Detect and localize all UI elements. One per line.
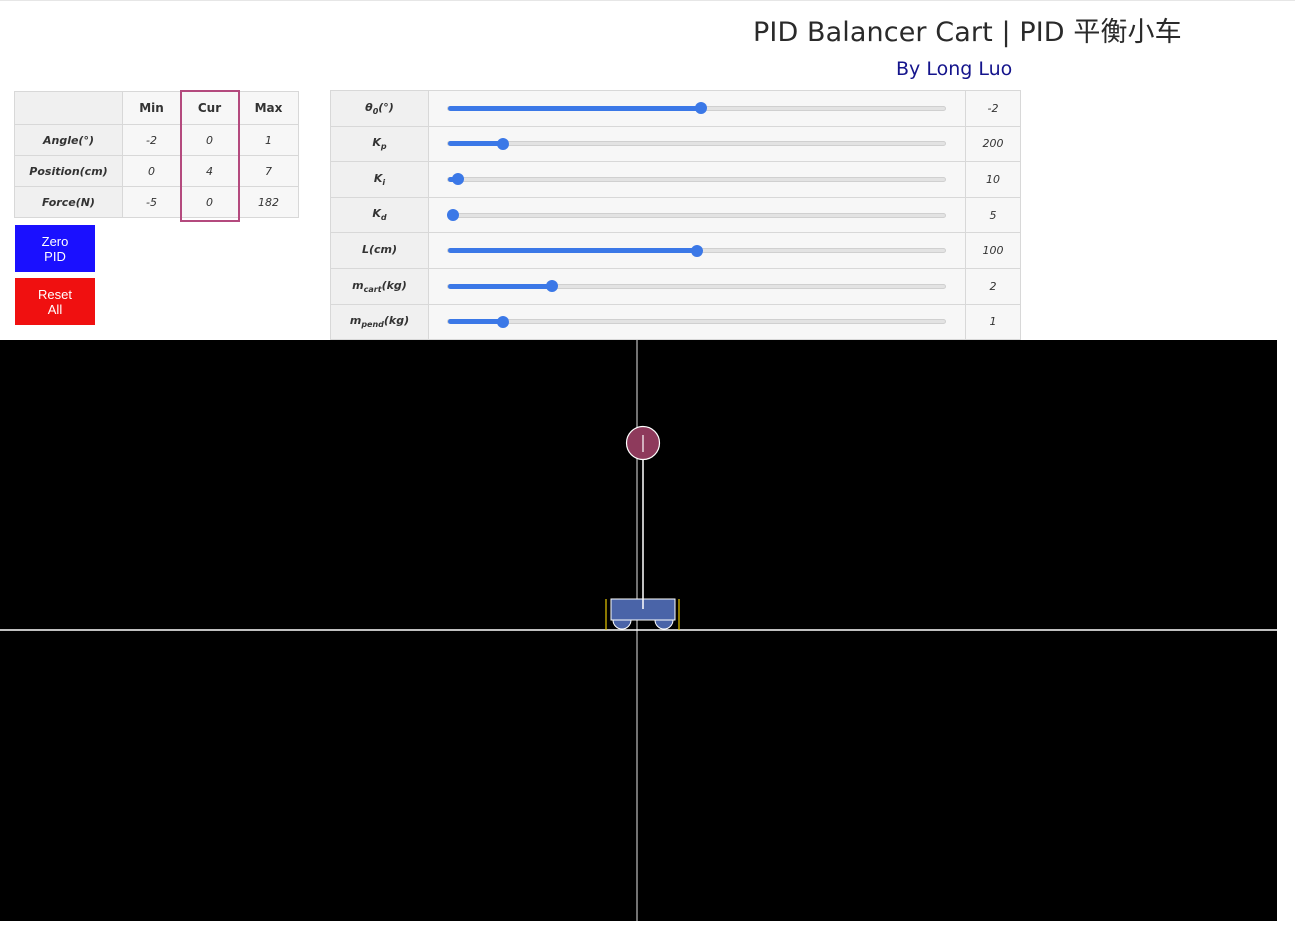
stats-row-force: Force(N) -5 0 182 <box>14 186 299 218</box>
param-value: 1 <box>965 303 1021 341</box>
param-slider-cell <box>428 232 966 269</box>
param-slider[interactable] <box>447 173 946 186</box>
stats-cur: 0 <box>180 124 239 156</box>
param-value: 200 <box>965 125 1021 163</box>
param-slider-thumb[interactable] <box>496 137 509 150</box>
stats-header-max: Max <box>238 91 299 125</box>
param-label: mcart(kg) <box>330 267 429 305</box>
param-slider[interactable] <box>447 280 946 293</box>
author-byline: By Long Luo <box>896 58 1013 80</box>
param-slider[interactable] <box>447 244 946 257</box>
param-row: mcart(kg) 2 <box>330 267 1021 305</box>
param-row: θ0(°) -2 <box>330 90 1021 127</box>
stats-row-position: Position(cm) 0 4 7 <box>14 155 299 187</box>
page-title: PID Balancer Cart | PID 平衡小车 <box>753 17 1182 48</box>
param-slider-fill <box>448 248 697 254</box>
simulation-canvas[interactable] <box>0 340 1277 921</box>
stats-max: 182 <box>238 186 299 218</box>
param-slider-cell <box>428 303 966 341</box>
param-slider-thumb[interactable] <box>451 173 464 186</box>
zero-pid-button[interactable]: Zero PID <box>15 225 95 272</box>
stats-cur: 0 <box>180 186 239 218</box>
param-label: Kp <box>330 125 429 163</box>
param-label: Kd <box>330 196 429 234</box>
stats-max: 1 <box>238 124 299 156</box>
stats-cur: 4 <box>180 155 239 187</box>
stats-row-angle: Angle(°) -2 0 1 <box>14 124 299 156</box>
param-slider-cell <box>428 267 966 305</box>
param-slider[interactable] <box>447 315 946 328</box>
param-value: 10 <box>965 161 1021 198</box>
stats-label: Position(cm) <box>14 155 123 187</box>
param-row: Kd 5 <box>330 196 1021 234</box>
params-table: θ0(°) -2 Kp 200 Ki 10 Kd 5 L(cm) 100 mcart(kg) 2 mpe… <box>330 90 1021 341</box>
param-slider-fill <box>448 141 503 147</box>
param-slider-thumb[interactable] <box>496 315 509 328</box>
param-label: mpend(kg) <box>330 303 429 341</box>
param-value: 2 <box>965 267 1021 305</box>
param-slider[interactable] <box>447 102 946 115</box>
reset-all-button[interactable]: Reset All <box>15 278 95 325</box>
param-row: Ki 10 <box>330 161 1021 198</box>
param-label: Ki <box>330 161 429 198</box>
stats-header-cur: Cur <box>180 91 239 125</box>
param-slider[interactable] <box>447 137 946 150</box>
param-slider-thumb[interactable] <box>690 244 703 257</box>
simulation-svg <box>0 340 1277 921</box>
reset-all-label: Reset All <box>38 286 72 317</box>
param-row: L(cm) 100 <box>330 232 1021 269</box>
stats-min: -5 <box>122 186 181 218</box>
param-label: L(cm) <box>330 232 429 269</box>
param-slider-cell <box>428 196 966 234</box>
param-slider-fill <box>448 319 503 325</box>
param-value: 5 <box>965 196 1021 234</box>
stats-header-blank <box>14 91 123 125</box>
stats-header-min: Min <box>122 91 181 125</box>
param-value: 100 <box>965 232 1021 269</box>
stats-table: Min Cur Max Angle(°) -2 0 1 Position(cm)… <box>14 91 299 218</box>
param-slider-fill <box>448 105 702 111</box>
stats-header-row: Min Cur Max <box>14 91 299 125</box>
param-slider[interactable] <box>446 209 946 222</box>
stats-min: 0 <box>122 155 181 187</box>
stats-max: 7 <box>238 155 299 187</box>
param-slider-cell <box>428 161 966 198</box>
stats-label: Angle(°) <box>14 124 123 156</box>
param-slider-thumb[interactable] <box>446 209 459 222</box>
top-divider <box>0 0 1295 1</box>
param-slider-thumb[interactable] <box>546 280 559 293</box>
param-slider-thumb[interactable] <box>695 102 708 115</box>
param-slider-fill <box>448 283 553 289</box>
param-value: -2 <box>965 90 1021 127</box>
param-slider-cell <box>428 125 966 163</box>
stats-min: -2 <box>122 124 181 156</box>
param-row: Kp 200 <box>330 125 1021 163</box>
cart-wheel-left <box>612 619 632 630</box>
cart-wheel-right <box>654 619 674 630</box>
stats-label: Force(N) <box>14 186 123 218</box>
zero-pid-label: Zero PID <box>41 233 69 264</box>
param-label: θ0(°) <box>330 90 429 127</box>
param-row: mpend(kg) 1 <box>330 303 1021 341</box>
param-slider-cell <box>428 90 966 127</box>
